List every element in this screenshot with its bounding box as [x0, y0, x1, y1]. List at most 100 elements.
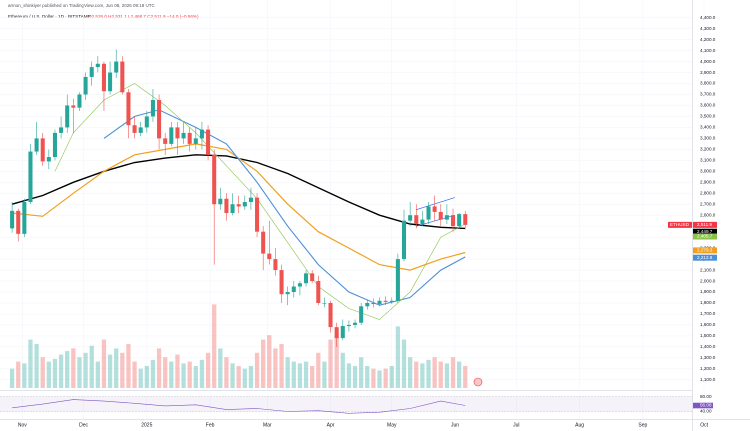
grid: [0, 0, 705, 419]
candle-body: [59, 127, 64, 133]
y-tick-label: 2,100.0: [700, 267, 716, 272]
price-label: 2,511.9: [697, 222, 712, 227]
price-label: 2,449.7: [697, 229, 713, 234]
ohlc-text: O2,526.0 H2,531.1 L2,468.7 C2,511.9 −14.…: [88, 14, 199, 19]
y-tick-label: 3,700.0: [700, 92, 716, 97]
volume-bar: [383, 368, 388, 388]
volume-bar: [365, 366, 370, 388]
y-tick-label: 4,400.0: [700, 15, 716, 20]
volume-bar: [187, 361, 192, 388]
candle-body: [297, 283, 302, 287]
volume-bar: [175, 354, 180, 388]
rsi-line: [12, 399, 466, 414]
candle-body: [267, 253, 272, 260]
volume-bar: [414, 361, 419, 388]
candle-body: [77, 94, 82, 108]
candles: [10, 49, 468, 347]
candle-body: [126, 92, 131, 126]
candle-body: [169, 127, 174, 144]
volume-bar: [95, 361, 100, 388]
rsi-tick-label: 56.08: [700, 403, 712, 408]
candle-body: [71, 105, 76, 108]
volume-bar: [83, 352, 88, 388]
chart-title: Ethereum / U.S. Dollar · 1D · BITSTAMP: [8, 14, 91, 19]
y-tick-label: 3,600.0: [700, 103, 716, 108]
candle-body: [291, 286, 296, 293]
candle-body: [187, 132, 192, 144]
volume-bar: [408, 357, 413, 388]
candle-body: [371, 302, 376, 305]
y-tick-label: 2,700.0: [700, 201, 716, 206]
candle-body: [383, 300, 388, 302]
candle-body: [22, 202, 27, 234]
price-label: 2,212.8: [697, 255, 713, 260]
event-icon[interactable]: [473, 377, 483, 387]
volume-bar: [334, 335, 339, 388]
candle-body: [212, 154, 217, 205]
volume-bar: [156, 348, 162, 388]
candle-body: [450, 215, 456, 227]
volume-bar: [316, 352, 321, 388]
volume-bar: [242, 368, 247, 388]
volume-bar: [444, 363, 450, 388]
volume-bar: [420, 363, 425, 388]
volume-bar: [273, 348, 278, 388]
volume-bar: [254, 352, 260, 388]
volume-bar: [77, 357, 82, 388]
candle-body: [230, 204, 235, 214]
publisher: armon_shinkiyer published on TradingView…: [8, 3, 156, 8]
y-tick-label: 1,100.0: [700, 377, 716, 382]
volume-bar: [163, 357, 168, 388]
candle-body: [10, 210, 15, 229]
volume-bar: [218, 348, 223, 388]
volume-bar: [456, 361, 462, 388]
y-tick-label: 3,200.0: [700, 147, 716, 152]
x-tick-label: Aug: [575, 422, 584, 428]
volume-bar: [248, 366, 254, 388]
candle-body: [316, 281, 321, 303]
rsi-band: [0, 396, 692, 412]
x-tick-label: Jul: [513, 422, 519, 428]
candle-body: [34, 138, 39, 152]
candle-body: [16, 210, 21, 234]
price-label-box: [693, 233, 717, 240]
y-tick-label: 4,200.0: [700, 37, 716, 42]
candle-body: [346, 324, 351, 327]
x-tick-label: Feb: [206, 422, 215, 428]
volume-bar: [205, 352, 211, 388]
volume-bar: [101, 339, 107, 388]
candle-body: [322, 302, 327, 304]
candle-body: [175, 127, 180, 139]
candle-body: [285, 292, 290, 295]
candle-body: [199, 129, 204, 139]
volume-bar: [450, 357, 456, 388]
y-tick-label: 1,800.0: [700, 300, 716, 305]
candle-body: [206, 129, 211, 155]
candle-body: [273, 259, 278, 271]
volume-bar: [58, 354, 64, 388]
volume-bar: [377, 370, 382, 388]
candle-body: [328, 302, 333, 328]
candle-body: [89, 67, 94, 77]
volume-bar: [401, 339, 407, 388]
volume-bar: [328, 339, 333, 388]
rsi-tick-label: 40.00: [700, 409, 712, 414]
volume-bar: [297, 363, 303, 388]
volume-bar: [371, 368, 376, 388]
volume-bar: [199, 359, 205, 388]
candle-body: [95, 63, 100, 68]
candle-body: [28, 151, 33, 203]
volume-bar: [224, 357, 229, 388]
candle-body: [457, 214, 462, 227]
volume-bar: [285, 357, 290, 388]
y-tick-label: 4,100.0: [700, 48, 716, 53]
price-label-box: [693, 247, 717, 254]
volume-bar: [193, 366, 198, 388]
volume-bar: [34, 344, 39, 388]
volume-bar: [132, 361, 137, 388]
y-tick-label: 1,500.0: [700, 333, 716, 338]
volume-bar: [303, 361, 309, 388]
volume-bar: [120, 352, 125, 388]
volume-bar: [346, 363, 352, 388]
